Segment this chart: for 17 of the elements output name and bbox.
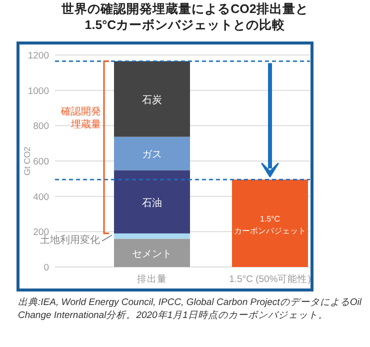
series-label: ガス bbox=[142, 150, 162, 160]
xtick: 1.5°C (50%可能性) bbox=[229, 274, 311, 285]
annotation: 出典:IEA, World Energy Council, IPCC, Global Carbon ProjectのデータによるOil Change International分析。2020年1月1日時点のカーボンバジェット。 bbox=[18, 296, 363, 322]
ytick: 400 bbox=[33, 192, 49, 203]
ytick: 1000 bbox=[28, 86, 49, 97]
series-label: セメント bbox=[132, 248, 172, 260]
ytick: 1200 bbox=[28, 50, 49, 62]
title: 世界の確認開発埋蔵量によるCO2排出量と 1.5°Cカーボンバジェットとの比較 bbox=[62, 2, 308, 32]
annotation: 確認開発埋蔵量 bbox=[61, 106, 101, 130]
ytick: 600 bbox=[33, 156, 49, 168]
ytick: 800 bbox=[33, 121, 49, 132]
xtick: 排出量 bbox=[137, 274, 167, 285]
series-label: 1.5°C カーボンバジェット bbox=[234, 214, 306, 236]
series-label: 石油 bbox=[142, 198, 162, 209]
ytick: 0 bbox=[44, 262, 49, 274]
series-label: 石炭 bbox=[142, 95, 162, 106]
ylabel: Gt CO2 bbox=[22, 146, 32, 176]
